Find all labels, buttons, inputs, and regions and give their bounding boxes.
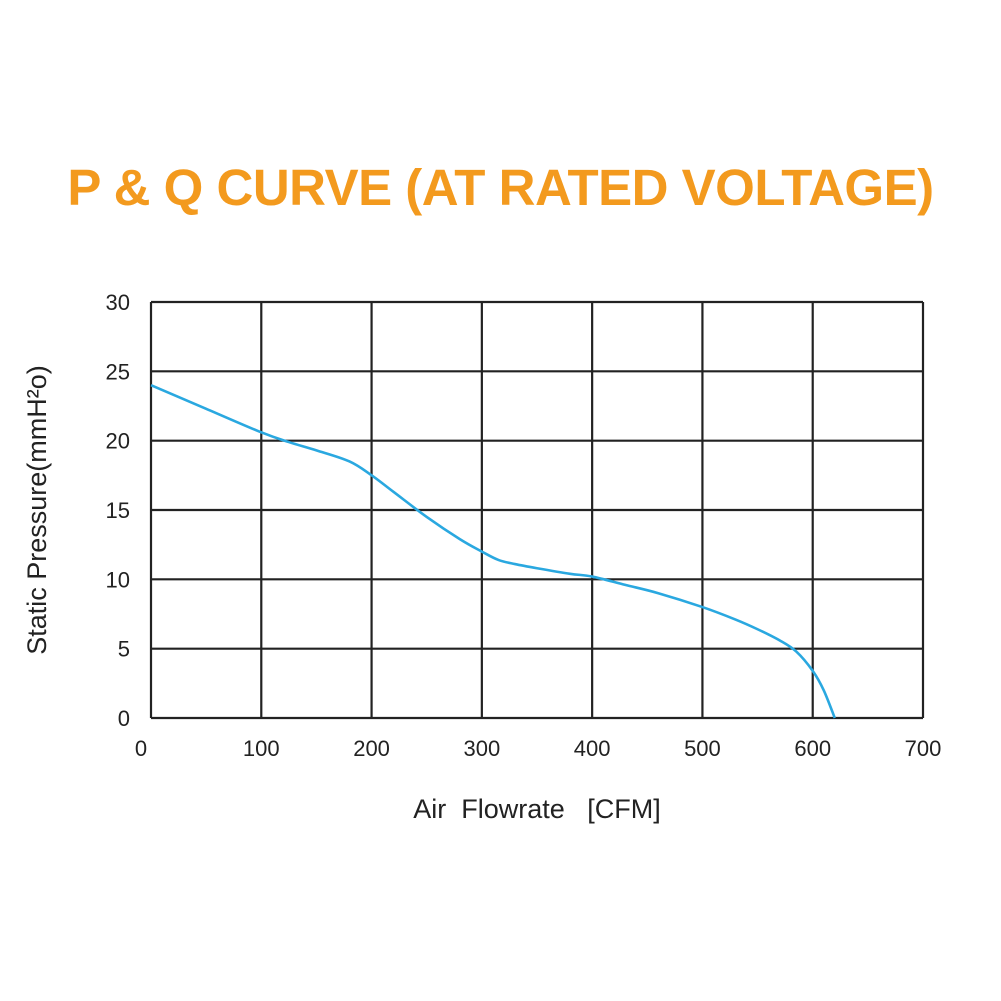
x-tick-label-300: 300 <box>463 736 500 761</box>
grid <box>149 300 925 720</box>
y-tick-labels: 0 5 10 15 20 25 30 <box>106 290 130 731</box>
curve-layer <box>150 384 836 719</box>
y-tick-label-15: 15 <box>106 498 130 523</box>
y-tick-label-20: 20 <box>106 429 130 454</box>
x-tick-label-0: 0 <box>135 736 147 761</box>
x-tick-label-700: 700 <box>905 736 942 761</box>
pq-curve-line <box>150 384 836 719</box>
y-tick-label-25: 25 <box>106 359 130 384</box>
y-tick-label-10: 10 <box>106 567 130 592</box>
x-axis-label: Air Flowrate [CFM] <box>413 794 661 824</box>
y-tick-label-30: 30 <box>106 290 130 315</box>
x-tick-label-100: 100 <box>243 736 280 761</box>
x-tick-label-600: 600 <box>794 736 831 761</box>
x-tick-label-500: 500 <box>684 736 721 761</box>
chart-title: P & Q CURVE (AT RATED VOLTAGE) <box>67 159 934 216</box>
y-axis-label: Static Pressure(mmH²o) <box>22 365 52 655</box>
x-tick-labels: 0 100 200 300 400 500 600 700 <box>135 736 941 761</box>
y-tick-label-5: 5 <box>118 637 130 662</box>
y-tick-label-0: 0 <box>118 706 130 731</box>
x-tick-label-400: 400 <box>574 736 611 761</box>
x-tick-label-200: 200 <box>353 736 390 761</box>
